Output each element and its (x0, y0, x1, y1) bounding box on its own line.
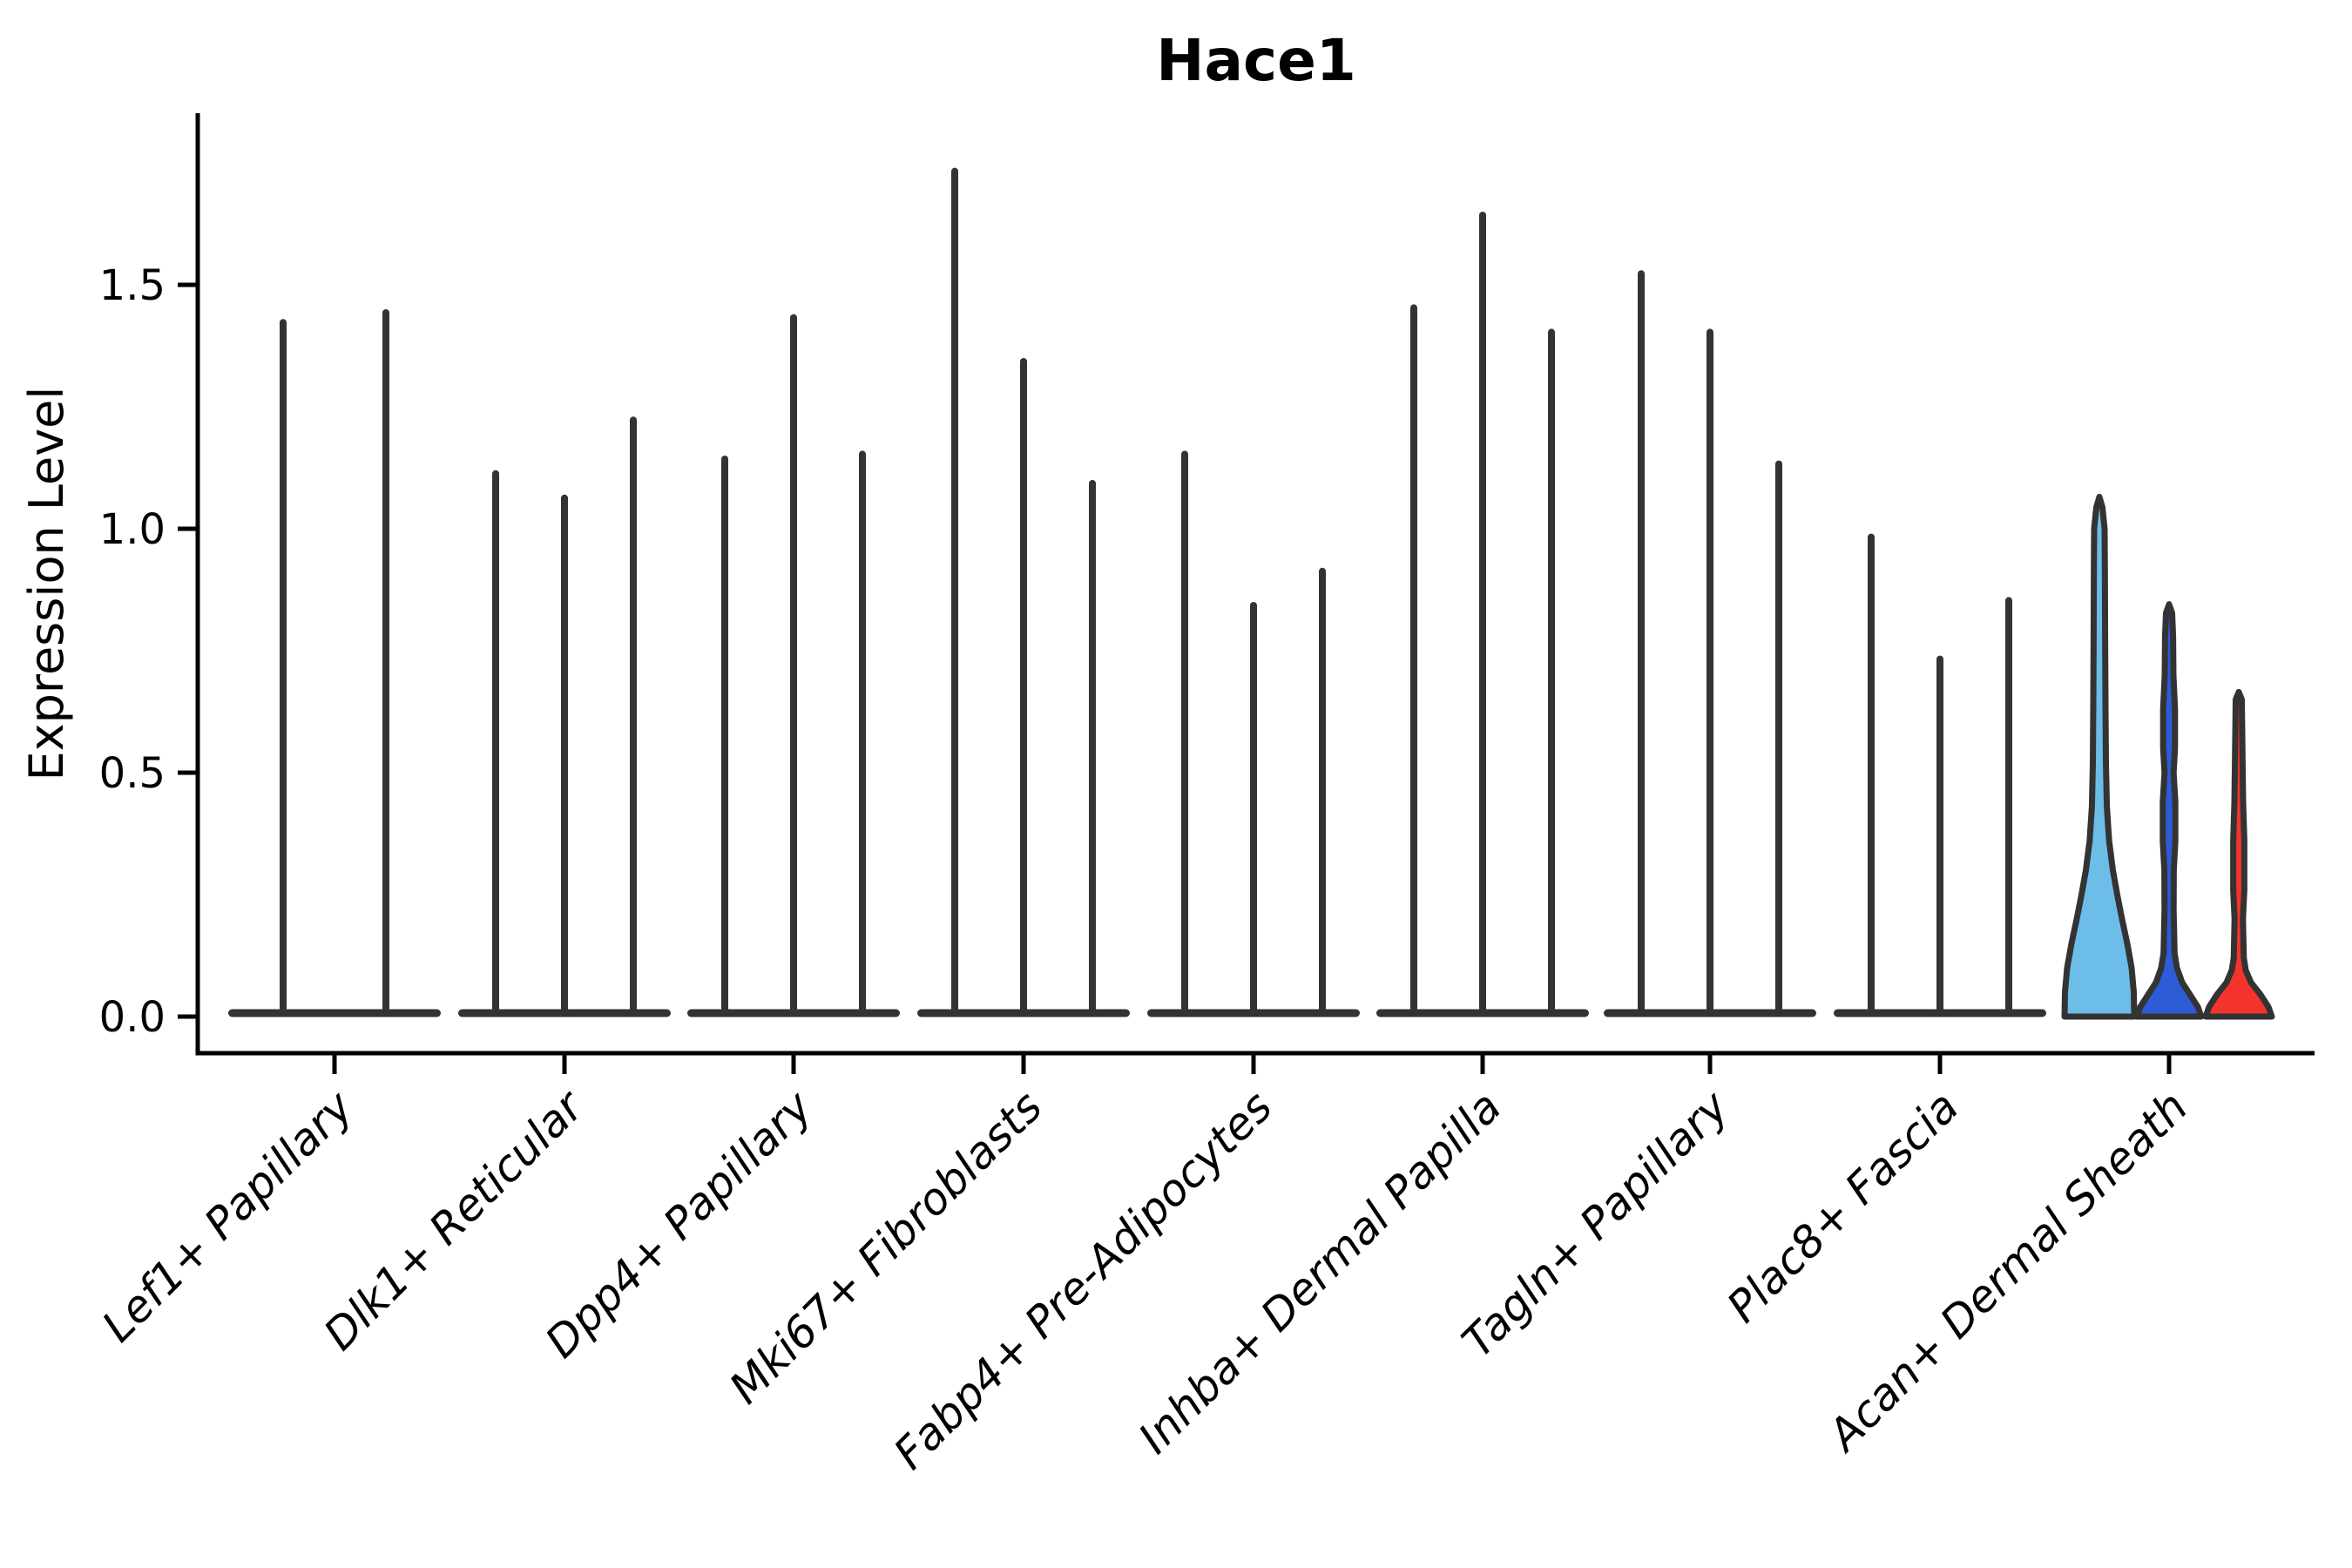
violin-8-1 (2133, 601, 2205, 1020)
violin-8-2 (2202, 688, 2275, 1020)
x-tick-label: Acan+ Dermal Sheath (1817, 1081, 2198, 1462)
x-tick-label: Inhba+ Dermal Papilla (1129, 1081, 1511, 1463)
violin-baseline (228, 1009, 441, 1017)
x-tick-label: Fabp4+ Pre-Adipocytes (884, 1081, 1282, 1479)
x-tick-label: Plac8+ Fascia (1718, 1081, 1969, 1332)
y-tick-label: 1.0 (99, 505, 166, 554)
axis-spines (195, 113, 2315, 1056)
x-tick-label: Lef1+ Papillary (92, 1080, 363, 1351)
y-tick-label: 0.0 (99, 993, 166, 1042)
chart-title: Hace1 (1156, 27, 1356, 94)
violin-8-0 (2061, 493, 2138, 1020)
y-axis-label: Expression Level (19, 387, 74, 781)
y-tick-label: 0.5 (99, 749, 166, 798)
y-tick-label: 1.5 (99, 261, 166, 310)
